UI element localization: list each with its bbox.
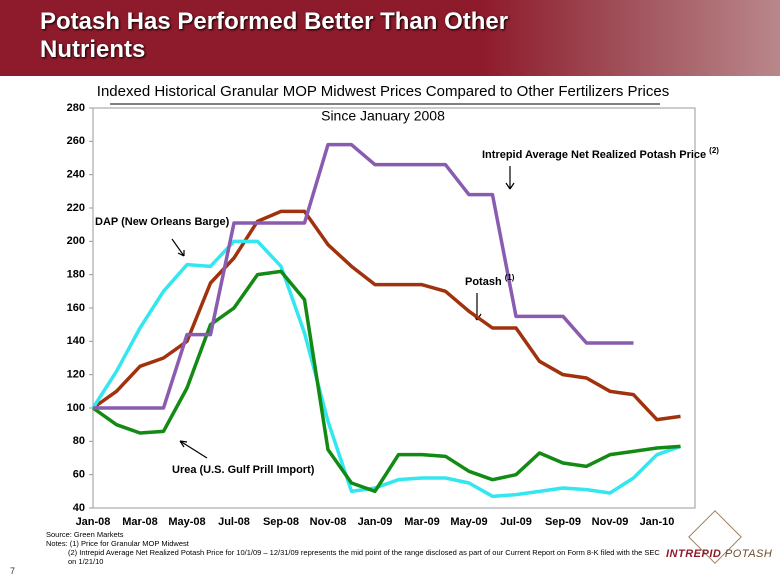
source: Source: Green Markets bbox=[46, 530, 124, 539]
x-tick-label: Jul-09 bbox=[500, 516, 532, 528]
series-name: Intrepid Average Net Realized Potash Pri… bbox=[482, 149, 706, 161]
slide-title: Potash Has Performed Better Than Other N… bbox=[40, 8, 509, 63]
series-label: Potash (1) bbox=[465, 273, 515, 288]
plot-frame bbox=[92, 107, 696, 509]
logo-word: INTREPID bbox=[666, 548, 722, 560]
y-tick-label: 260 bbox=[67, 135, 85, 147]
page-number: 7 bbox=[10, 566, 16, 576]
x-tick-label: Jan-10 bbox=[640, 516, 675, 528]
series-line bbox=[91, 209, 681, 422]
x-tick-label: Mar-09 bbox=[404, 516, 439, 528]
x-tick-label: Jul-08 bbox=[218, 516, 250, 528]
series-note: (2) bbox=[709, 146, 719, 155]
x-tick-label: Jan-09 bbox=[358, 516, 393, 528]
y-tick-label: 140 bbox=[67, 335, 85, 347]
series-label: DAP (New Orleans Barge) bbox=[95, 216, 230, 228]
series-name: DAP (New Orleans Barge) bbox=[95, 216, 230, 228]
arrows bbox=[171, 166, 515, 459]
arrow bbox=[171, 238, 185, 257]
x-tick-label: Jan-08 bbox=[76, 516, 111, 528]
series-line bbox=[91, 269, 681, 494]
y-tick-label: 220 bbox=[67, 202, 85, 214]
y-tick-label: 180 bbox=[67, 269, 85, 281]
series-label: Intrepid Average Net Realized Potash Pri… bbox=[482, 146, 719, 161]
x-tick-label: Nov-08 bbox=[310, 516, 347, 528]
x-tick-label: Nov-09 bbox=[592, 516, 629, 528]
footnotes: Source: Green Markets Notes: (1) Price f… bbox=[46, 530, 666, 566]
arrow bbox=[505, 166, 515, 190]
series-line bbox=[93, 142, 634, 410]
arrow bbox=[179, 440, 208, 459]
y-tick-label: 80 bbox=[73, 435, 85, 447]
chart-title: Indexed Historical Granular MOP Midwest … bbox=[97, 83, 669, 100]
y-tick-label: 60 bbox=[73, 469, 85, 481]
y-tick-label: 240 bbox=[67, 169, 85, 181]
series-line bbox=[91, 239, 682, 499]
y-tick-label: 280 bbox=[67, 102, 85, 114]
note: Notes: (1) Price for Granular MOP Midwes… bbox=[46, 539, 189, 548]
logo: INTREPID POTASH bbox=[666, 548, 772, 560]
x-tick-label: Sep-09 bbox=[545, 516, 581, 528]
series-name: Urea (U.S. Gulf Prill Import) bbox=[172, 464, 315, 476]
chart: Indexed Historical Granular MOP Midwest … bbox=[67, 83, 720, 528]
y-tick-label: 100 bbox=[67, 402, 85, 414]
y-tick-label: 200 bbox=[67, 235, 85, 247]
series-label: Urea (U.S. Gulf Prill Import) bbox=[172, 464, 315, 476]
y-tick-label: 160 bbox=[67, 302, 85, 314]
logo-word: POTASH bbox=[724, 548, 773, 560]
x-tick-label: May-09 bbox=[450, 516, 487, 528]
series-note: (1) bbox=[505, 273, 515, 282]
chart-subtitle: Since January 2008 bbox=[321, 108, 445, 124]
series-name: Potash bbox=[465, 276, 502, 288]
x-tick-label: May-08 bbox=[168, 516, 205, 528]
y-tick-label: 120 bbox=[67, 369, 85, 381]
y-tick-label: 40 bbox=[73, 502, 85, 514]
note: (2) Intrepid Average Net Realized Potash… bbox=[68, 548, 660, 566]
x-tick-label: Sep-08 bbox=[263, 516, 299, 528]
header-band: Potash Has Performed Better Than Other N… bbox=[0, 0, 780, 76]
x-tick-label: Mar-08 bbox=[122, 516, 157, 528]
